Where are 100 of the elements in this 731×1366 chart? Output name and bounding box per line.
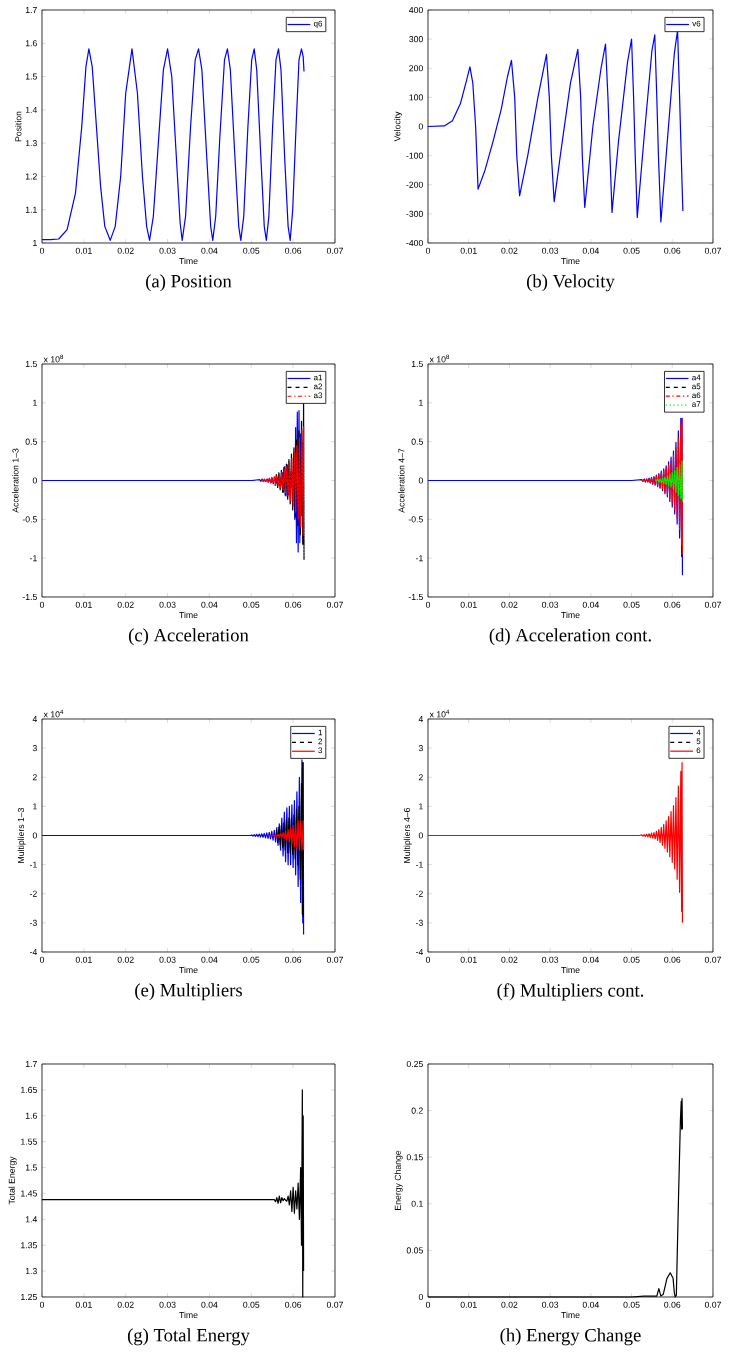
y-axis-title: Acceleration 4–7 [398, 448, 405, 513]
y-tick-label: 0.5 [25, 438, 37, 445]
y-tick-label: 1.5 [25, 73, 37, 80]
x-tick-label: 0.05 [623, 956, 640, 963]
x-tick-label: 0.05 [243, 601, 260, 608]
x-tick-label: 0.01 [75, 956, 92, 963]
x-tick-label: 0.02 [117, 601, 134, 608]
line-series [427, 29, 684, 223]
x-tick-label: 0.05 [623, 601, 640, 608]
x-tick-label: 0.06 [285, 601, 302, 608]
x-tick-label: 0 [39, 247, 45, 254]
y-tick-label: 1 [419, 399, 423, 406]
line-series [41, 48, 305, 241]
x-tick-label: 0.04 [201, 956, 218, 963]
x-tick-label: 0.01 [460, 601, 477, 608]
text: (c) Acceleration [128, 628, 249, 646]
y-tick-label: -4 [415, 949, 424, 955]
x-axis-title: Time [561, 966, 580, 974]
x-tick-label: 0.02 [117, 956, 134, 963]
y-tick-label: 0.05 [406, 1247, 423, 1254]
x-tick-label: 0.01 [75, 1301, 92, 1308]
x-tick-label: 0.02 [501, 956, 518, 963]
legend-label: a5 [692, 383, 701, 390]
line-series [641, 417, 684, 555]
x-tick-label: 0.04 [582, 247, 600, 254]
y-tick-label: 300 [409, 36, 423, 43]
y-tick-label: -1.5 [408, 593, 423, 601]
x-tick-label: 0.02 [117, 1301, 134, 1308]
x-tick-label: 0.05 [243, 1301, 260, 1308]
y-tick-label: -2 [415, 890, 423, 897]
text: (f) Multipliers cont. [497, 983, 644, 1001]
x-tick-label: 0.07 [326, 247, 343, 254]
text: (b) Velocity [526, 274, 615, 292]
y-tick-label: -400 [406, 239, 423, 247]
line-series [427, 762, 684, 924]
x-tick-label: 0 [39, 956, 45, 963]
x-tick-label: 0.02 [501, 1301, 518, 1308]
x-tick-label: 0.05 [623, 247, 640, 254]
y-tick-label: 0.2 [411, 1107, 423, 1114]
y-tick-label: 1.5 [25, 1164, 37, 1171]
x-tick-label: 0 [425, 956, 431, 963]
x-tick-label: 0.05 [243, 247, 260, 254]
legend-label: a4 [692, 374, 701, 381]
x-tick-label: 0.04 [582, 956, 600, 963]
y-tick-label: 3 [32, 745, 37, 752]
y-tick-label: 2 [32, 774, 37, 781]
x-tick-label: 0.03 [159, 247, 176, 254]
x-tick-label: 0.01 [460, 956, 477, 963]
y-tick-label: 1.45 [21, 1190, 37, 1197]
text: (a) Position [146, 274, 232, 292]
legend-label: 6 [696, 747, 701, 754]
line-series [267, 820, 305, 851]
y-axis-title: Multipliers 1–3 [17, 807, 26, 863]
legend-label: v6 [692, 20, 701, 27]
y-axis-title: Acceleration 1–3 [12, 448, 19, 513]
y-tick-label: 1.6 [25, 40, 37, 47]
y-tick-label: 1 [33, 399, 37, 406]
x-tick-label: 0.06 [664, 1301, 681, 1308]
y-tick-label: 100 [409, 94, 423, 101]
line-series [261, 425, 305, 536]
legend-label: a2 [313, 383, 323, 390]
y-axis-title: Energy Change [394, 1150, 403, 1210]
x-tick-label: 0.05 [243, 956, 260, 963]
legend-label: 1 [318, 729, 323, 736]
y-tick-label: -2 [29, 890, 37, 897]
text: x 10$^{8}$ [43, 354, 64, 363]
x-tick-label: 0.02 [501, 247, 518, 254]
y-tick-label: 200 [409, 65, 423, 72]
y-tick-label: -0.5 [22, 516, 37, 523]
x-axis-title: Time [561, 257, 580, 265]
y-tick-label: 1.5 [411, 360, 423, 368]
y-tick-label: -3 [415, 919, 423, 926]
y-tick-label: 0 [418, 477, 423, 484]
text: (h) Energy Change [500, 1328, 641, 1346]
y-tick-label: 1.5 [25, 360, 37, 368]
x-tick-label: 0.07 [704, 956, 721, 963]
legend-label: 3 [318, 747, 323, 754]
line-series [275, 762, 304, 918]
x-axis-title: Time [561, 1311, 580, 1319]
x-tick-label: 0.04 [201, 247, 218, 254]
y-tick-label: -200 [406, 181, 423, 188]
y-tick-label: -3 [29, 919, 37, 926]
text: (g) Total Energy [127, 1328, 250, 1346]
x-tick-label: 0.06 [664, 956, 681, 963]
x-tick-label: 0.07 [326, 601, 343, 608]
x-tick-label: 0.02 [117, 247, 134, 254]
y-tick-label: 1.6 [25, 1112, 37, 1119]
y-tick-label: 1.55 [21, 1138, 37, 1145]
x-tick-label: 0.04 [201, 1301, 218, 1308]
x-tick-label: 0.06 [285, 956, 302, 963]
x-tick-label: 0.02 [501, 601, 518, 608]
legend-label: a3 [313, 392, 323, 399]
y-tick-label: 0 [32, 477, 37, 484]
y-tick-label: 400 [409, 6, 423, 14]
legend-label: 4 [696, 729, 701, 736]
y-tick-label: -1 [29, 555, 37, 562]
x-tick-label: 0.01 [75, 601, 92, 608]
y-axis-title: Position [15, 111, 22, 142]
text: (e) Multipliers [135, 983, 242, 1001]
legend-label: a6 [692, 392, 701, 399]
